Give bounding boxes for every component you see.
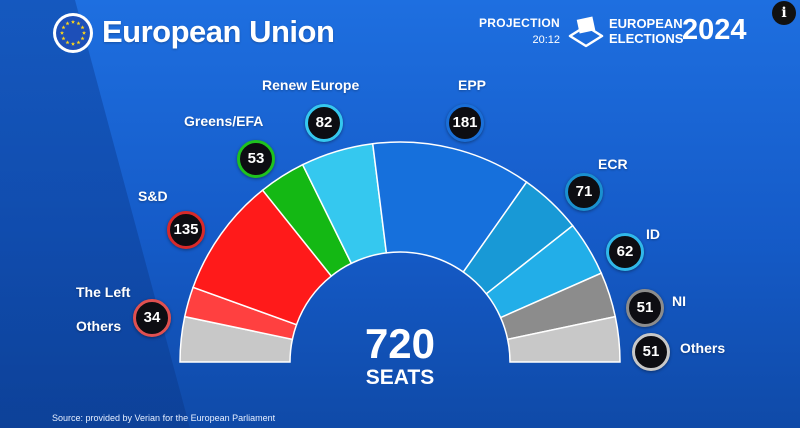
label-others-left: Others (76, 318, 122, 334)
eu-star (80, 25, 85, 30)
ballot-box-icon (568, 16, 604, 48)
badge-ni: 51 (626, 289, 664, 327)
label-epp: EPP (458, 77, 487, 93)
eu-star (65, 21, 70, 26)
badge-renew: 82 (305, 104, 343, 142)
projection-label: PROJECTION (478, 16, 560, 30)
projection-time: 20:12 (532, 34, 560, 46)
label-sd: S&D (138, 188, 168, 204)
label-renew: Renew Europe (262, 77, 360, 93)
source-note: Source: provided by Verian for the Europ… (52, 413, 276, 423)
badge-sd: 135 (167, 211, 205, 249)
elections-label: EUROPEAN ELECTIONS (609, 16, 684, 46)
eu-star (76, 40, 81, 45)
label-greens: Greens/EFA (184, 113, 264, 129)
eu-star (80, 36, 85, 41)
eu-star (70, 19, 76, 24)
eu-flag-icon (53, 13, 93, 53)
label-ecr: ECR (598, 156, 628, 172)
seat-segment-others-right (506, 315, 621, 363)
total-seats: 720 SEATS (330, 322, 470, 390)
badge-epp: 181 (446, 104, 484, 142)
page-title: European Union (102, 14, 335, 49)
badge-the-left: 34 (133, 299, 171, 337)
label-ni: NI (672, 293, 686, 309)
label-others-right: Others (680, 340, 726, 356)
projection-block: PROJECTION 20:12 (478, 16, 560, 46)
badge-others-right: 51 (632, 333, 670, 371)
eu-star (61, 25, 66, 30)
badge-ecr: 71 (565, 173, 603, 211)
label-id: ID (646, 226, 660, 242)
total-seats-label: SEATS (365, 366, 435, 389)
eu-star (76, 21, 81, 26)
info-icon[interactable]: i (772, 1, 796, 25)
eu-star (81, 30, 87, 35)
eu-star (59, 30, 65, 35)
label-the-left: The Left (76, 284, 131, 300)
eu-star (70, 41, 76, 46)
total-seats-number: 720 (364, 320, 436, 367)
election-year: 2024 (682, 14, 747, 46)
badge-id: 62 (606, 233, 644, 271)
eu-star (65, 40, 70, 45)
eu-star (61, 36, 66, 41)
badge-greens: 53 (237, 140, 275, 178)
